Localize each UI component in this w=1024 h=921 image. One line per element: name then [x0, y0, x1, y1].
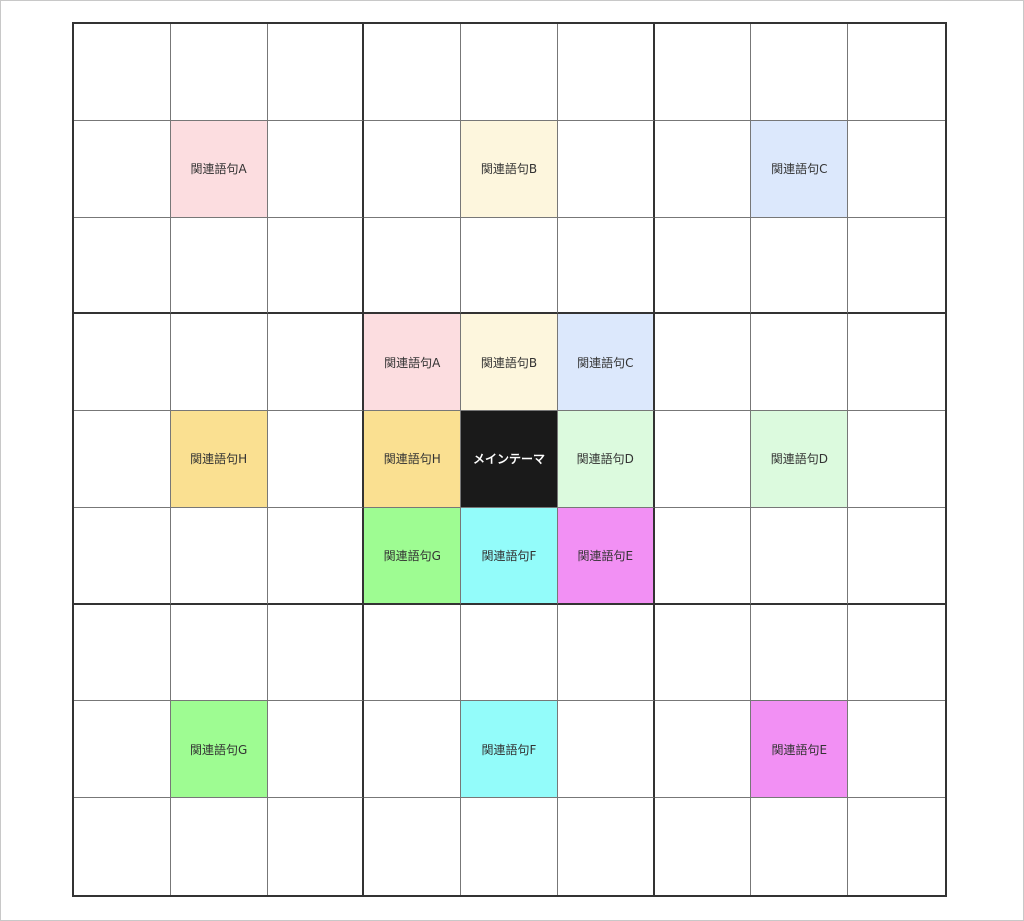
- empty-cell[interactable]: [557, 604, 655, 702]
- related-phrase-cell-b[interactable]: 関連語句B: [461, 314, 558, 412]
- empty-cell[interactable]: [655, 798, 752, 895]
- empty-cell[interactable]: [654, 507, 752, 605]
- empty-cell[interactable]: [74, 120, 171, 218]
- related-phrase-cell-f[interactable]: 関連語句F: [461, 701, 558, 799]
- empty-cell[interactable]: [267, 120, 365, 218]
- empty-cell[interactable]: [364, 604, 462, 702]
- empty-cell[interactable]: [557, 701, 655, 799]
- related-phrase-cell-h[interactable]: 関連語句H: [364, 411, 462, 508]
- empty-cell[interactable]: [654, 314, 752, 412]
- empty-cell[interactable]: [74, 314, 171, 412]
- empty-cell[interactable]: [751, 217, 849, 315]
- empty-cell[interactable]: [461, 604, 558, 702]
- empty-cell[interactable]: [654, 411, 752, 508]
- empty-cell[interactable]: [654, 120, 752, 218]
- related-phrase-cell-b[interactable]: 関連語句B: [461, 120, 558, 218]
- empty-cell[interactable]: [74, 604, 171, 702]
- related-phrase-cell-h[interactable]: 関連語句H: [170, 411, 268, 508]
- empty-cell[interactable]: [848, 508, 945, 605]
- empty-cell[interactable]: [267, 24, 365, 121]
- empty-cell[interactable]: [364, 798, 462, 895]
- related-phrase-cell-f[interactable]: 関連語句F: [461, 507, 558, 605]
- empty-cell[interactable]: [751, 314, 849, 412]
- empty-cell[interactable]: [558, 798, 655, 895]
- empty-cell[interactable]: [170, 314, 268, 412]
- empty-cell[interactable]: [170, 217, 268, 315]
- empty-cell[interactable]: [170, 24, 268, 121]
- empty-cell[interactable]: [364, 120, 462, 218]
- empty-cell[interactable]: [848, 411, 945, 508]
- empty-cell[interactable]: [848, 314, 945, 412]
- empty-cell[interactable]: [74, 507, 171, 605]
- empty-cell[interactable]: [267, 217, 365, 315]
- related-phrase-cell-a[interactable]: 関連語句A: [170, 120, 268, 218]
- empty-cell[interactable]: [74, 217, 171, 315]
- related-phrase-cell-g[interactable]: 関連語句G: [170, 701, 268, 799]
- empty-cell[interactable]: [74, 411, 171, 508]
- empty-cell[interactable]: [267, 604, 365, 702]
- empty-cell[interactable]: [557, 217, 655, 315]
- empty-cell[interactable]: [267, 701, 365, 799]
- empty-cell[interactable]: [654, 604, 752, 702]
- empty-cell[interactable]: [267, 314, 365, 412]
- empty-cell[interactable]: [74, 24, 171, 121]
- empty-cell[interactable]: [364, 217, 462, 315]
- empty-cell[interactable]: [751, 507, 849, 605]
- empty-cell[interactable]: [74, 701, 171, 799]
- empty-cell[interactable]: [74, 798, 171, 895]
- empty-cell[interactable]: [848, 121, 945, 218]
- empty-cell[interactable]: [654, 24, 752, 121]
- empty-cell[interactable]: [461, 24, 558, 121]
- empty-cell[interactable]: [267, 507, 365, 605]
- empty-cell[interactable]: [751, 24, 849, 121]
- empty-cell[interactable]: [170, 507, 268, 605]
- empty-cell[interactable]: [461, 798, 558, 895]
- empty-cell[interactable]: [848, 798, 945, 895]
- related-phrase-cell-c[interactable]: 関連語句C: [557, 314, 655, 412]
- empty-cell[interactable]: [848, 24, 945, 121]
- related-phrase-cell-a[interactable]: 関連語句A: [364, 314, 462, 412]
- related-phrase-cell-d[interactable]: 関連語句D: [557, 411, 655, 508]
- main-theme-cell[interactable]: メインテーマ: [461, 411, 558, 508]
- empty-cell[interactable]: [557, 120, 655, 218]
- empty-cell[interactable]: [267, 411, 365, 508]
- empty-cell[interactable]: [848, 218, 945, 315]
- mandala-chart-grid: 関連語句A 関連語句B 関連語句C 関連語句A 関連語句B 関連語句C 関連語句H 関連語句H…: [72, 22, 947, 897]
- empty-cell[interactable]: [170, 604, 268, 702]
- empty-cell[interactable]: [268, 798, 365, 895]
- empty-cell[interactable]: [364, 24, 462, 121]
- empty-cell[interactable]: [557, 24, 655, 121]
- empty-cell[interactable]: [751, 604, 849, 702]
- empty-cell[interactable]: [171, 798, 268, 895]
- related-phrase-cell-e[interactable]: 関連語句E: [751, 701, 849, 799]
- empty-cell[interactable]: [654, 217, 752, 315]
- related-phrase-cell-g[interactable]: 関連語句G: [364, 507, 462, 605]
- empty-cell[interactable]: [848, 605, 945, 702]
- related-phrase-cell-d[interactable]: 関連語句D: [751, 411, 849, 508]
- empty-cell[interactable]: [364, 701, 462, 799]
- empty-cell[interactable]: [848, 701, 945, 799]
- empty-cell[interactable]: [751, 798, 849, 895]
- empty-cell[interactable]: [654, 701, 752, 799]
- related-phrase-cell-c[interactable]: 関連語句C: [751, 120, 849, 218]
- empty-cell[interactable]: [461, 217, 558, 315]
- related-phrase-cell-e[interactable]: 関連語句E: [557, 507, 655, 605]
